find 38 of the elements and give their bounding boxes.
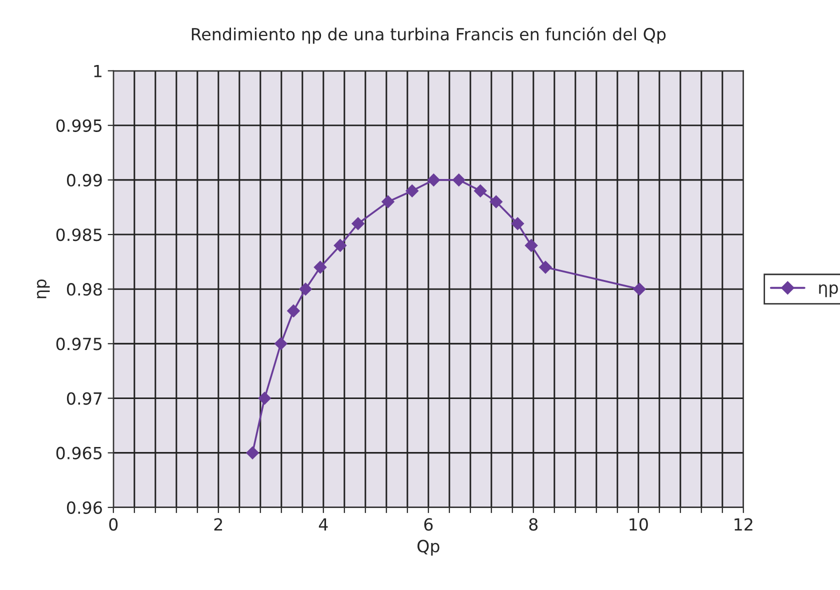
point bbox=[274, 337, 288, 350]
point bbox=[258, 392, 272, 405]
point bbox=[246, 446, 259, 460]
x-tick-label: 10 bbox=[630, 518, 648, 531]
y-tick-label: 0.99 bbox=[66, 174, 102, 187]
y-tick-label: 0.975 bbox=[56, 338, 102, 350]
x-tick-label: 8 bbox=[529, 518, 538, 531]
point bbox=[382, 195, 394, 208]
chart-title: Rendimiento ηp de una turbina Francis en función del Qp bbox=[192, 26, 666, 44]
y-tick-label: 0.995 bbox=[56, 119, 102, 132]
point bbox=[539, 260, 552, 274]
point bbox=[427, 174, 440, 186]
x-tick-label: 0 bbox=[109, 518, 118, 531]
y-tick-label: 0.985 bbox=[56, 228, 102, 242]
y-tick-label: 0.965 bbox=[56, 446, 102, 460]
y-tick-label: 0.98 bbox=[66, 283, 102, 296]
x-axis-title: Qp bbox=[417, 540, 440, 556]
point bbox=[511, 217, 524, 230]
point bbox=[352, 217, 364, 230]
point bbox=[287, 304, 300, 318]
y-tick-label: 0.97 bbox=[66, 392, 102, 405]
x-tick-label: 12 bbox=[734, 518, 752, 530]
point bbox=[314, 260, 327, 274]
point bbox=[524, 239, 538, 252]
y-tick-label: 0.96 bbox=[66, 501, 102, 514]
point bbox=[452, 174, 466, 186]
point bbox=[299, 282, 312, 296]
y-tick-label: 1 bbox=[94, 64, 102, 78]
point bbox=[334, 239, 347, 252]
x-tick-label: 4 bbox=[318, 518, 328, 530]
point bbox=[474, 184, 487, 198]
point bbox=[490, 195, 503, 208]
x-tick-label: 2 bbox=[214, 518, 222, 530]
legend-label: ηp bbox=[819, 284, 838, 298]
point bbox=[633, 282, 646, 296]
x-tick-label: 6 bbox=[424, 518, 433, 531]
y-axis-title: ηp bbox=[36, 279, 50, 298]
point bbox=[406, 184, 419, 198]
